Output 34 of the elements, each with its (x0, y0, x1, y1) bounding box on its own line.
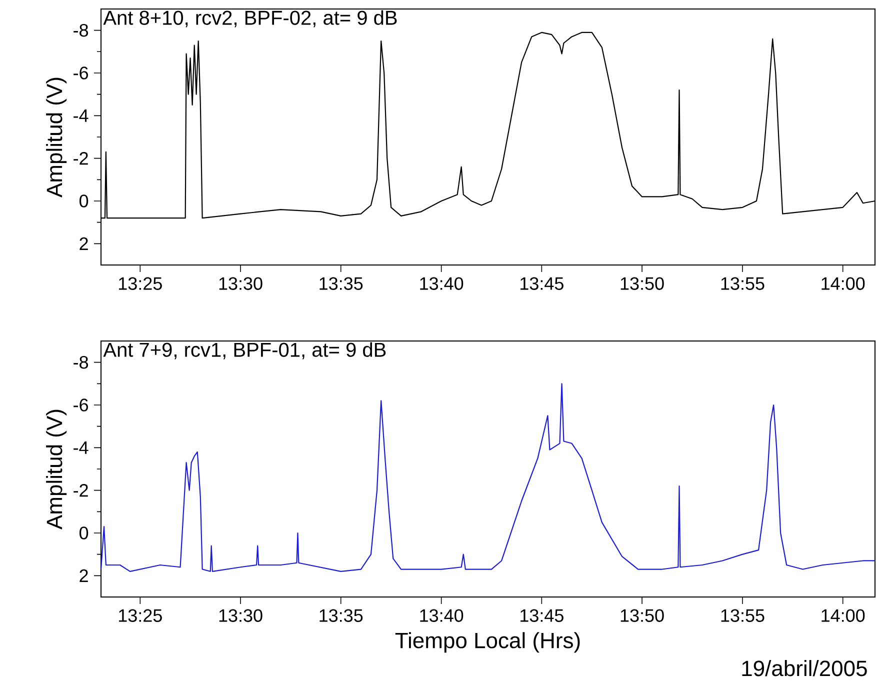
x-tick-label: 13:55 (721, 609, 764, 622)
y-tick-label: -6 (74, 398, 88, 412)
x-tick-label: 14:00 (822, 277, 865, 290)
y-tick-label: 0 (79, 194, 88, 208)
chart-title: Ant 8+10, rcv2, BPF-02, at= 9 dB (103, 10, 397, 28)
x-tick-label: 13:25 (118, 609, 162, 622)
x-tick-label: 13:45 (520, 277, 564, 290)
x-tick-label: 13:35 (320, 609, 363, 622)
y-tick-label: 2 (80, 237, 88, 250)
x-tick-label: 13:40 (420, 609, 464, 622)
text: 19/abril/2005 (742, 660, 867, 676)
y-tick-label: -2 (74, 484, 88, 497)
y-tick-label: 2 (80, 569, 88, 582)
y-axis-title: Amplitud (V) (46, 78, 67, 198)
x-tick-label: 13:40 (420, 277, 464, 290)
y-tick-label: -4 (74, 441, 88, 454)
x-tick-label: 13:25 (118, 277, 162, 290)
x-tick-label: 14:00 (822, 609, 865, 622)
x-tick-label: 13:55 (721, 277, 764, 290)
y-axis-title: Amplitud (V) (46, 410, 67, 530)
x-tick-label: 13:50 (620, 609, 664, 622)
y-tick-label: -2 (74, 152, 88, 165)
chart-title: Ant 7+9, rcv1, BPF-01, at= 9 dB (103, 342, 386, 360)
x-tick-label: 13:35 (320, 277, 363, 290)
x-tick-label: 13:30 (219, 277, 262, 290)
x-tick-label: 13:45 (520, 609, 564, 622)
x-axis-title: Tiempo Local (Hrs) (395, 632, 580, 653)
y-tick-label: -8 (74, 24, 88, 37)
y-tick-label: -6 (74, 66, 88, 80)
y-tick-label: -4 (74, 109, 88, 122)
y-tick-label: -8 (74, 356, 88, 369)
y-tick-label: 0 (79, 526, 88, 540)
x-tick-label: 13:50 (620, 277, 664, 290)
x-tick-label: 13:30 (219, 609, 262, 622)
